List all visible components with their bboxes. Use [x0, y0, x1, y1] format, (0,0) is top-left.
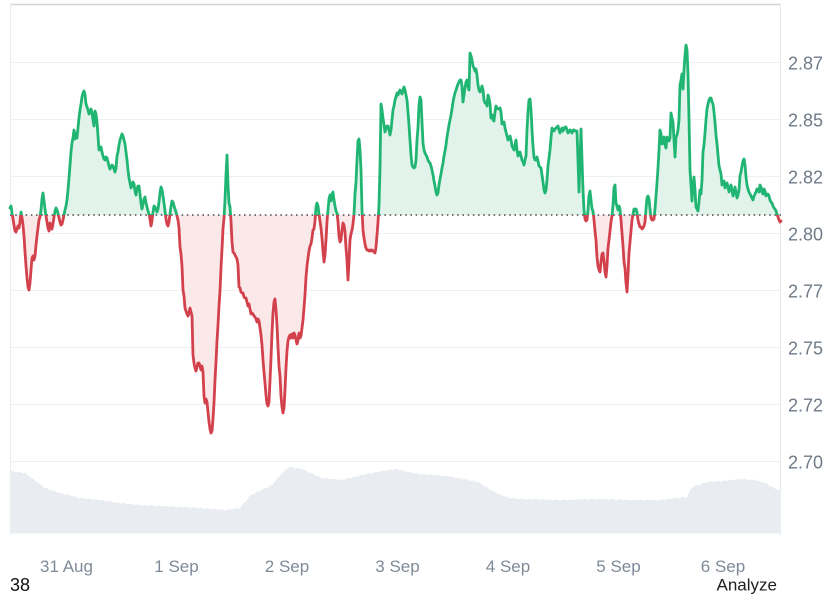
svg-text:31 Aug: 31 Aug — [40, 557, 93, 576]
svg-text:4 Sep: 4 Sep — [486, 557, 530, 576]
svg-text:2.85: 2.85 — [788, 111, 823, 131]
svg-text:5 Sep: 5 Sep — [596, 557, 640, 576]
svg-text:38: 38 — [10, 575, 30, 595]
svg-text:2.82: 2.82 — [788, 168, 823, 188]
svg-text:1 Sep: 1 Sep — [154, 557, 198, 576]
svg-text:2 Sep: 2 Sep — [265, 557, 309, 576]
svg-text:2.70: 2.70 — [788, 453, 823, 473]
svg-text:2.75: 2.75 — [788, 339, 823, 359]
svg-text:2.72: 2.72 — [788, 396, 823, 416]
svg-text:2.80: 2.80 — [788, 225, 823, 245]
svg-text:6 Sep: 6 Sep — [701, 557, 745, 576]
svg-text:3 Sep: 3 Sep — [375, 557, 419, 576]
svg-text:2.77: 2.77 — [788, 282, 823, 302]
svg-text:2.87: 2.87 — [788, 54, 823, 74]
svg-text:Analyze: Analyze — [717, 576, 777, 595]
